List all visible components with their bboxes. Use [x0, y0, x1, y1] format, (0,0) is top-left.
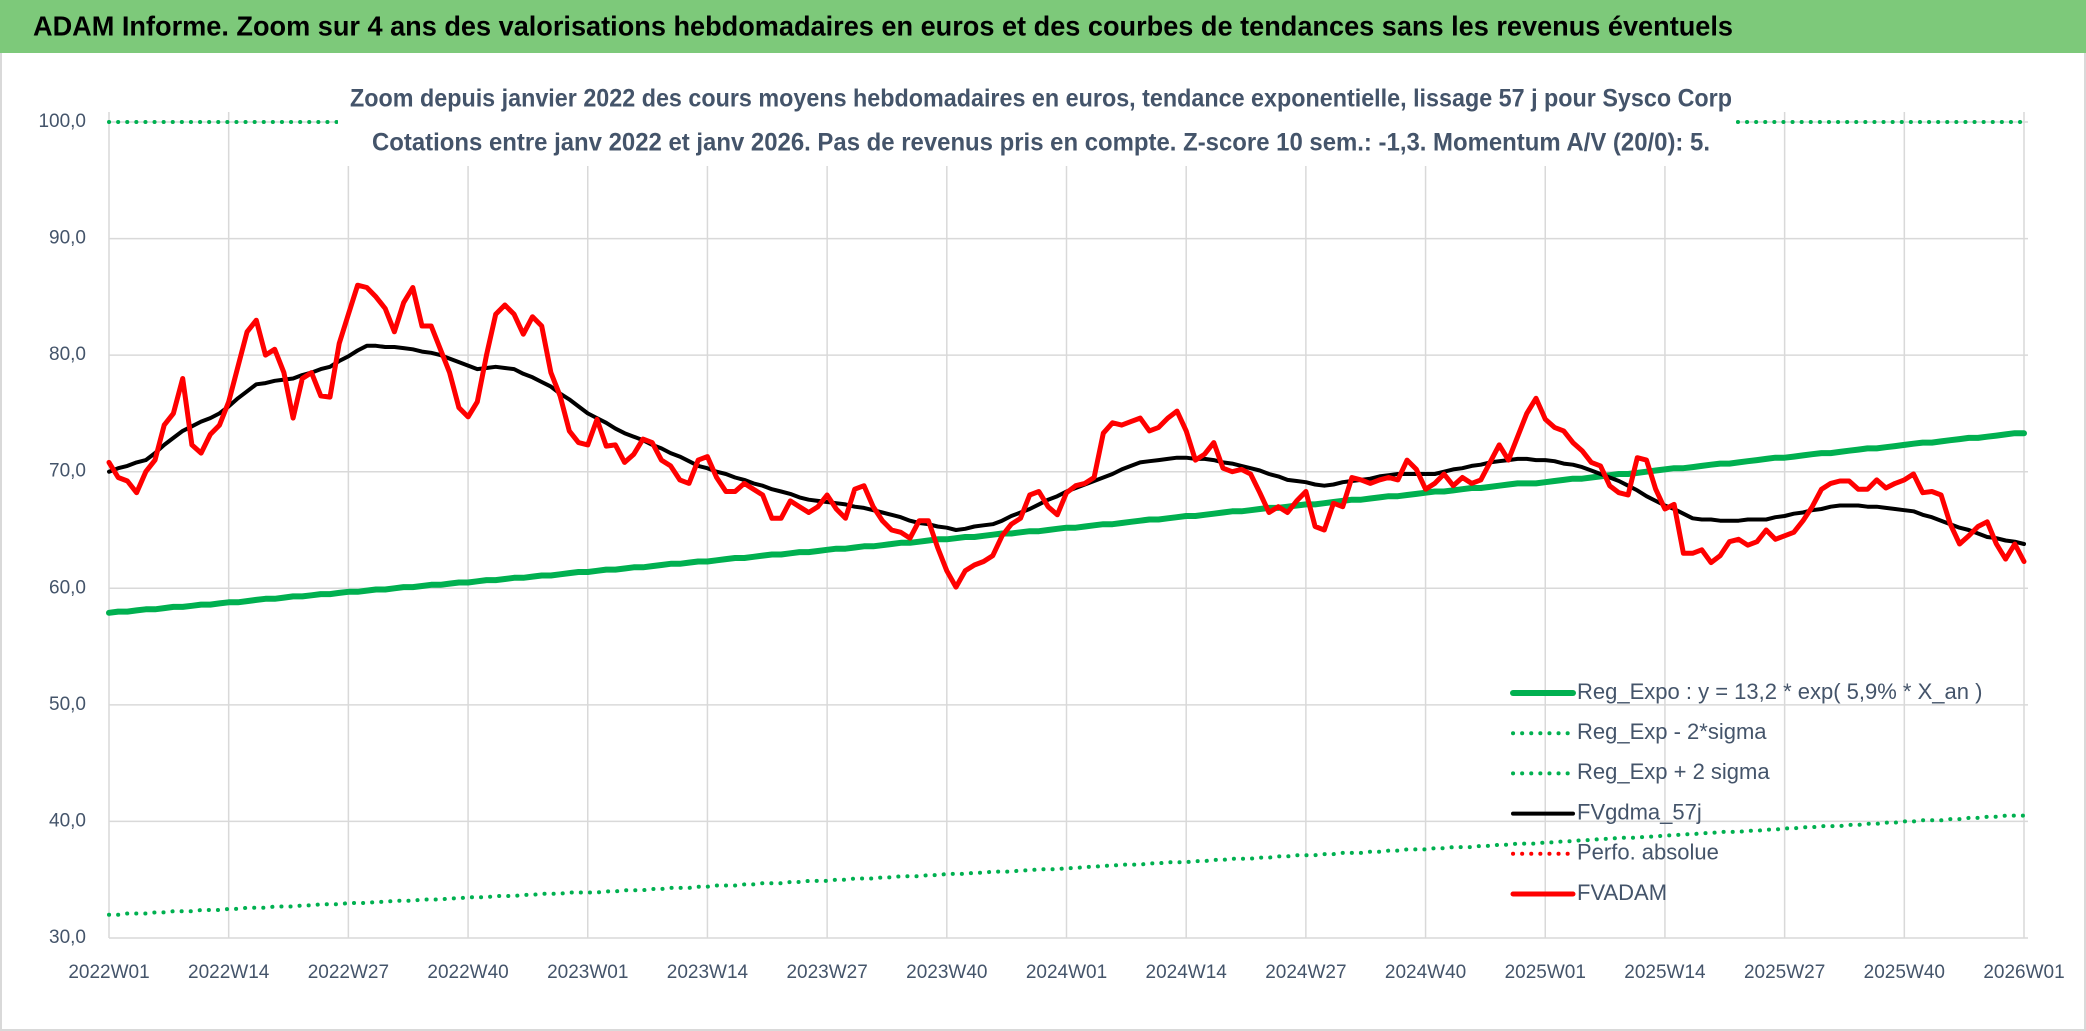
series-line	[107, 813, 2026, 917]
x-tick-label: 2023W14	[667, 962, 749, 983]
subtitle: Cotations entre janv 2022 et janv 2026. …	[372, 129, 1710, 157]
x-tick-label: 2025W14	[1624, 962, 1706, 983]
legend-label: Perfo. absolue	[1577, 840, 1719, 865]
x-tick-label: 2022W01	[68, 962, 149, 983]
y-tick-label: 40,0	[49, 810, 86, 831]
plot-area: 30,0 40,0 50,0 60,0 70,0 80,0 90,0 100,0 2022W01…	[38, 111, 2064, 983]
y-tick-label: 70,0	[49, 461, 86, 482]
x-tick-label: 2023W01	[547, 962, 628, 983]
subtitle: Zoom depuis janvier 2022 des cours moyen…	[350, 85, 1732, 113]
y-tick-label: 80,0	[49, 344, 86, 365]
legend-label: FVgdma_57j	[1577, 799, 1702, 824]
x-tick-label: 2022W40	[427, 962, 508, 983]
x-tick-label: 2023W40	[906, 962, 987, 983]
legend-label: Reg_Exp + 2 sigma	[1577, 759, 1770, 784]
x-tick-label: 2025W40	[1864, 962, 1945, 983]
x-tick-label: 2024W40	[1385, 962, 1466, 983]
y-tick-label: 60,0	[49, 577, 86, 598]
series-line	[106, 430, 2027, 616]
legend-label: Reg_Exp - 2*sigma	[1577, 719, 1767, 744]
legend-label: Reg_Expo : y = 13,2 * exp( 5,9% * X_an )	[1577, 679, 1982, 704]
x-tick-label: 2022W27	[308, 962, 389, 983]
header-bar	[0, 0, 2086, 53]
y-tick-label: 100,0	[38, 111, 86, 132]
y-tick-label: 30,0	[49, 927, 86, 948]
y-tick-label: 90,0	[49, 228, 86, 249]
x-tick-label: 2024W14	[1146, 962, 1228, 983]
y-tick-label: 50,0	[49, 694, 86, 715]
x-tick-label: 2025W01	[1505, 962, 1586, 983]
subtitle-box	[338, 74, 1736, 166]
x-tick-label: 2023W27	[786, 962, 867, 983]
x-tick-label: 2024W27	[1265, 962, 1346, 983]
x-tick-label: 2024W01	[1026, 962, 1107, 983]
chart-title: ADAM Informe. Zoom sur 4 ans des valoris…	[33, 10, 1733, 41]
legend-label: FVADAM	[1577, 880, 1667, 905]
x-tick-label: 2026W01	[1983, 962, 2064, 983]
x-tick-label: 2022W14	[188, 962, 270, 983]
legend: Reg_Expo : y = 13,2 * exp( 5,9% * X_an )…	[1510, 679, 1982, 905]
x-tick-label: 2025W27	[1744, 962, 1825, 983]
series-line	[106, 282, 2027, 590]
